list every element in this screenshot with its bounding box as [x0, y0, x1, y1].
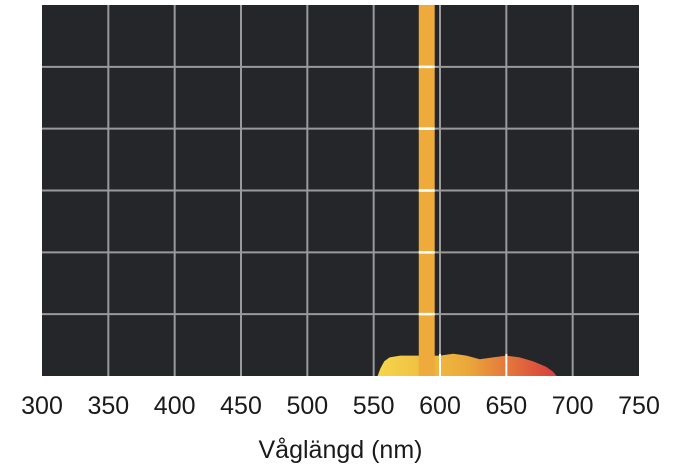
- grid: [42, 5, 639, 376]
- x-tick-label: 450: [220, 392, 262, 420]
- x-tick-label: 700: [552, 392, 594, 420]
- x-tick-label: 400: [154, 392, 196, 420]
- x-tick-label: 550: [353, 392, 395, 420]
- x-tick-label: 500: [286, 392, 328, 420]
- x-tick-label: 600: [419, 392, 461, 420]
- grid-overlay: [418, 65, 508, 376]
- x-tick-labels: 300 350 400 450 500 550 600 650 700 750: [21, 392, 660, 420]
- x-tick-label: 750: [618, 392, 660, 420]
- x-axis-label: Våglängd (nm): [259, 436, 423, 464]
- x-tick-label: 300: [21, 392, 63, 420]
- x-tick-label: 350: [87, 392, 129, 420]
- x-tick-label: 650: [485, 392, 527, 420]
